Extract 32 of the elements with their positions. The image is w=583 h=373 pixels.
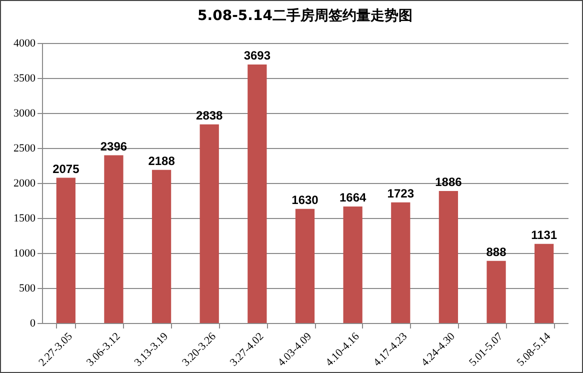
data-label: 2396 — [100, 139, 128, 154]
y-tick-label: 1000 — [14, 248, 36, 260]
y-tick-label: 1500 — [14, 212, 36, 224]
data-label: 888 — [486, 244, 507, 259]
y-tick-label: 3000 — [14, 108, 36, 120]
bar — [248, 64, 267, 323]
bar — [391, 202, 410, 323]
y-tick-label: 2500 — [14, 142, 36, 154]
bar — [343, 206, 362, 323]
bar — [534, 244, 554, 323]
bar — [152, 170, 172, 323]
y-tick-label: 2000 — [14, 178, 36, 190]
chart-title: 5.08-5.14二手房周签约量走势图 — [198, 7, 412, 24]
data-label: 2188 — [148, 154, 176, 168]
bar — [486, 260, 506, 323]
data-label: 1630 — [292, 192, 319, 207]
y-tick-label: 500 — [19, 282, 36, 294]
bar — [200, 124, 219, 323]
bar — [104, 155, 124, 323]
data-label: 2075 — [52, 162, 80, 176]
bar — [438, 190, 458, 323]
y-tick-label: 4000 — [14, 38, 36, 50]
y-tick-label: 0 — [30, 318, 36, 330]
bar — [56, 178, 76, 323]
data-label: 1886 — [435, 174, 462, 189]
data-label: 1131 — [531, 228, 558, 242]
bar — [295, 208, 315, 323]
data-label: 1723 — [387, 186, 414, 200]
data-label: 3693 — [244, 48, 271, 62]
data-label: 1664 — [339, 190, 366, 205]
data-label: 2838 — [196, 108, 224, 122]
y-tick-label: 3500 — [14, 72, 36, 84]
